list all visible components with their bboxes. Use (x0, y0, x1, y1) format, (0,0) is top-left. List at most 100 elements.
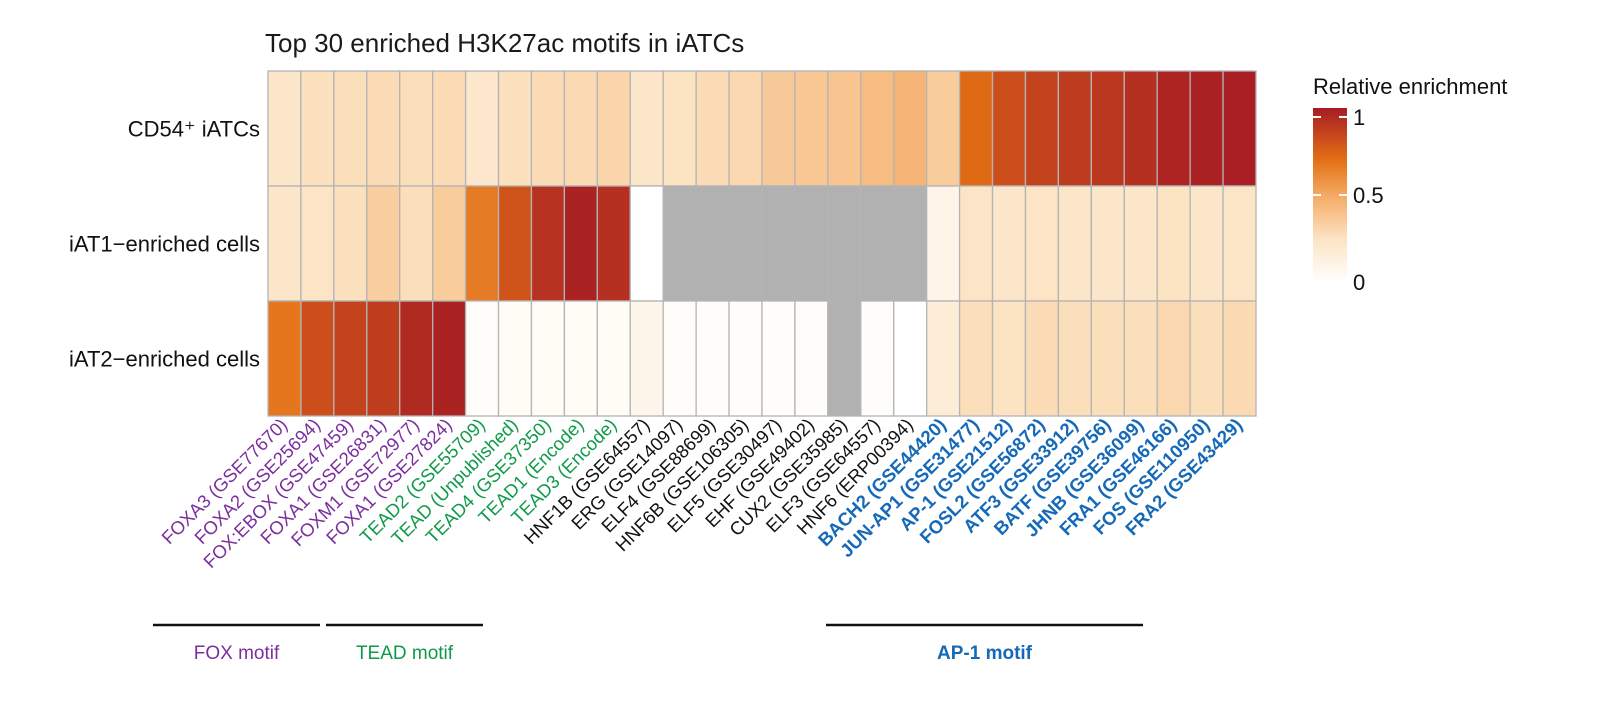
heatmap-cell (1189, 70, 1224, 187)
heatmap-cell (1222, 300, 1257, 417)
heatmap-cell (1090, 70, 1125, 187)
group-label-fox: FOX motif (194, 643, 280, 664)
chart-title: Top 30 enriched H3K27ac motifs in iATCs (265, 28, 744, 58)
heatmap-cell (497, 300, 533, 417)
heatmap-cell (761, 185, 796, 302)
row-label: CD54⁺ iATCs (128, 117, 260, 142)
heatmap-cell (300, 300, 335, 417)
heatmap-cell (399, 300, 434, 417)
row-label: iAT2−enriched cells (69, 347, 260, 372)
heatmap-cell (991, 185, 1027, 302)
heatmap-cell (794, 185, 829, 302)
heatmap-cell (267, 300, 302, 417)
heatmap-cell (1222, 70, 1257, 187)
heatmap-cell (893, 300, 928, 417)
heatmap-cell (530, 70, 566, 187)
heatmap-cell (728, 300, 763, 417)
heatmap-cell (662, 185, 697, 302)
heatmap-cell (958, 185, 994, 302)
heatmap-cell (1057, 300, 1092, 417)
heatmap-cells (267, 70, 1257, 417)
heatmap-cell (991, 300, 1027, 417)
heatmap-cell (563, 185, 598, 302)
heatmap-cell (333, 185, 368, 302)
heatmap-cell (827, 70, 862, 187)
heatmap-cell (1057, 70, 1092, 187)
heatmap-cell (300, 185, 335, 302)
heatmap-cell (893, 70, 928, 187)
heatmap-cell (1090, 185, 1125, 302)
heatmap-cell (860, 185, 895, 302)
heatmap-cell (1156, 185, 1191, 302)
heatmap-cell (267, 70, 302, 187)
heatmap-cell (958, 300, 994, 417)
heatmap-cell (464, 185, 500, 302)
heatmap-cell (728, 70, 763, 187)
heatmap-cell (827, 185, 862, 302)
heatmap-cell (1090, 300, 1125, 417)
heatmap-cell (926, 300, 961, 417)
heatmap-cell (1024, 70, 1060, 187)
heatmap-cell (926, 70, 961, 187)
heatmap-cell (399, 70, 434, 187)
heatmap-cell (366, 70, 401, 187)
heatmap-cell (464, 300, 500, 417)
legend-title: Relative enrichment (1313, 74, 1507, 99)
heatmap-cell (958, 70, 994, 187)
heatmap-cell (1123, 185, 1158, 302)
heatmap-cell (497, 185, 533, 302)
heatmap-cell (1057, 185, 1092, 302)
heatmap-cell (1123, 300, 1158, 417)
heatmap-cell (629, 300, 664, 417)
heatmap-cell (366, 300, 401, 417)
heatmap-cell (432, 300, 467, 417)
heatmap-cell (530, 300, 566, 417)
heatmap-cell (1189, 300, 1224, 417)
heatmap-cell (497, 70, 533, 187)
heatmap-cell (695, 185, 730, 302)
row-label: iAT1−enriched cells (69, 232, 260, 257)
legend-tick-label: 0 (1353, 270, 1365, 295)
heatmap-cell (860, 70, 895, 187)
column-labels: FOXA3 (GSE77670)FOXA2 (GSE25694)FOX:EBOX… (157, 414, 1246, 572)
heatmap-cell (662, 70, 697, 187)
heatmap-cell (563, 70, 598, 187)
heatmap-cell (530, 185, 566, 302)
heatmap-cell (1024, 185, 1060, 302)
heatmap-cell (893, 185, 928, 302)
heatmap-cell (695, 300, 730, 417)
row-labels: CD54⁺ iATCs iAT1−enriched cells iAT2−enric… (69, 117, 260, 372)
heatmap-cell (432, 185, 467, 302)
legend-tick-label: 0.5 (1353, 183, 1384, 208)
heatmap-cell (1123, 70, 1158, 187)
heatmap-cell (794, 70, 829, 187)
heatmap-cell (662, 300, 697, 417)
heatmap-cell (761, 300, 796, 417)
motif-groups: FOX motif TEAD motif AP-1 motif (153, 623, 1143, 664)
heatmap-cell (860, 300, 895, 417)
heatmap-cell (695, 70, 730, 187)
heatmap-cell (629, 70, 664, 187)
heatmap-cell (333, 70, 368, 187)
heatmap-cell (596, 70, 631, 187)
heatmap-cell (827, 300, 862, 417)
heatmap-cell (596, 185, 631, 302)
heatmap-cell (926, 185, 961, 302)
heatmap-cell (728, 185, 763, 302)
heatmap-cell (991, 70, 1027, 187)
heatmap-cell (596, 300, 631, 417)
heatmap-cell (794, 300, 829, 417)
heatmap-cell (1189, 185, 1224, 302)
heatmap-cell (1024, 300, 1060, 417)
heatmap-cell (300, 70, 335, 187)
color-legend: Relative enrichment 1 0.5 0 (1313, 74, 1507, 295)
heatmap-cell (1156, 300, 1191, 417)
heatmap-cell (267, 185, 302, 302)
heatmap-cell (464, 70, 500, 187)
heatmap-cell (366, 185, 401, 302)
heatmap-cell (761, 70, 796, 187)
heatmap-cell (432, 70, 467, 187)
heatmap-cell (1222, 185, 1257, 302)
heatmap-cell (399, 185, 434, 302)
